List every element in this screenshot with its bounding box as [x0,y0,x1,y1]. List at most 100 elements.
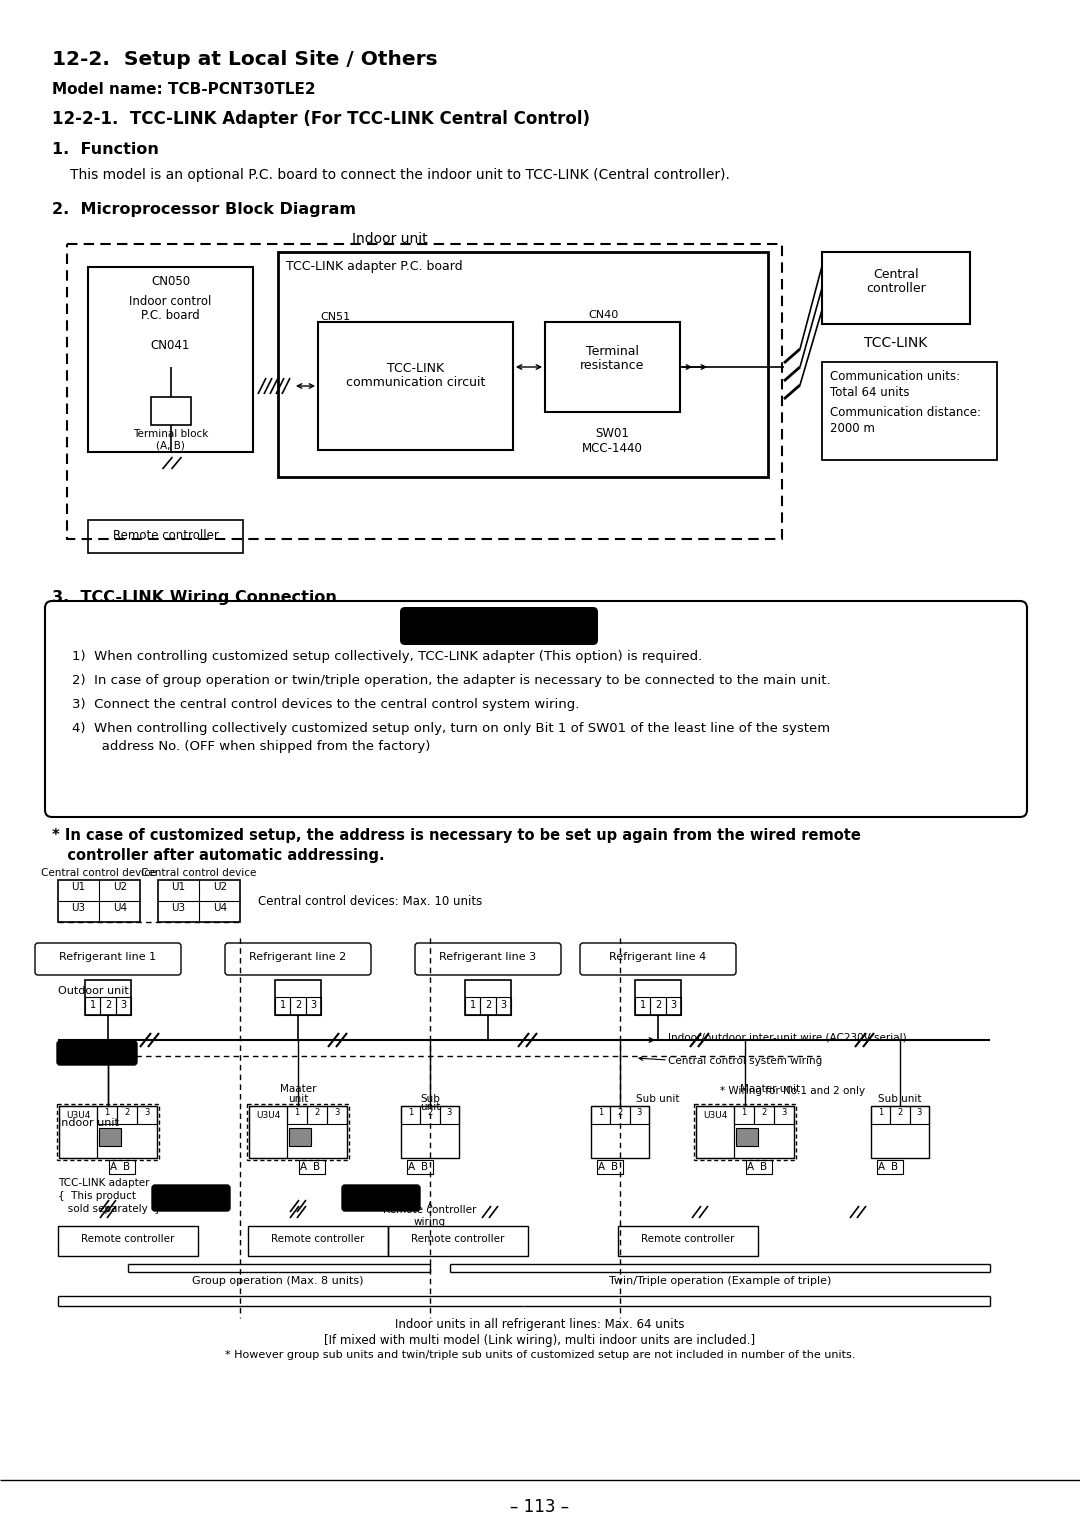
Text: 3: 3 [120,1000,126,1010]
Text: Maater unit: Maater unit [740,1084,800,1093]
Text: 1.  Function: 1. Function [52,142,159,157]
Text: 4)  When controlling collectively customized setup only, turn on only Bit 1 of S: 4) When controlling collectively customi… [72,721,831,735]
Text: Remote controller: Remote controller [642,1234,734,1244]
Text: Indoor units in all refrigerant lines: Max. 64 units: Indoor units in all refrigerant lines: M… [395,1318,685,1331]
Text: P.C. board: P.C. board [141,310,200,322]
Bar [635,997,650,1016]
Bar [440,1106,459,1124]
Text: Indoor unit: Indoor unit [58,1118,119,1128]
Text: 2: 2 [428,1109,433,1116]
FancyBboxPatch shape [225,942,372,974]
Bar [591,1106,610,1124]
Bar [610,1106,630,1124]
Text: 1: 1 [280,1000,286,1010]
Text: Refrigerant line 1: Refrigerant line 1 [59,952,157,962]
Text: U4: U4 [213,903,227,913]
Text: 3.  TCC-LINK Wiring Connection: 3. TCC-LINK Wiring Connection [52,590,337,605]
Text: B: B [313,1162,321,1173]
Text: 2: 2 [295,1000,301,1010]
Text: TCC-LINK adapter: TCC-LINK adapter [58,1177,149,1188]
Text: 2: 2 [654,1000,661,1010]
Text: (A, B): (A, B) [157,441,185,451]
Text: Central control device: Central control device [141,868,257,878]
Text: TCC-LINK: TCC-LINK [864,336,928,351]
Bar [734,1106,754,1124]
Bar [67,244,782,538]
Text: 3: 3 [671,1000,676,1010]
Bar [287,1106,307,1124]
Bar [735,1128,758,1145]
Text: A: A [746,1162,754,1173]
FancyBboxPatch shape [342,1185,420,1211]
Bar [870,1106,929,1157]
Bar [401,1106,459,1157]
Bar [247,1104,349,1161]
Text: A: A [407,1162,415,1173]
Text: Refrigerant line 3: Refrigerant line 3 [440,952,537,962]
Text: 3: 3 [500,1000,507,1010]
Text: 12-2.  Setup at Local Site / Others: 12-2. Setup at Local Site / Others [52,50,437,69]
Bar [696,1106,794,1157]
Bar [746,1161,772,1174]
Bar [117,1106,137,1124]
Bar [890,1106,909,1124]
Text: 2: 2 [897,1109,903,1116]
Text: 1: 1 [408,1109,414,1116]
Bar [249,1106,347,1157]
Text: Central control system wiring: Central control system wiring [669,1055,822,1066]
Bar [870,1106,890,1124]
Text: 2: 2 [618,1109,623,1116]
Text: Caution 2: Caution 2 [353,1191,409,1202]
Text: CAUTION: CAUTION [461,616,538,631]
Text: Maater: Maater [280,1084,316,1093]
Text: Sub: Sub [420,1093,440,1104]
Bar [59,1106,97,1157]
FancyBboxPatch shape [57,1042,137,1064]
Bar [401,1106,420,1124]
Bar [774,1106,794,1124]
Text: Refrigerant line 2: Refrigerant line 2 [249,952,347,962]
Text: 3: 3 [917,1109,922,1116]
Text: 1: 1 [105,1109,110,1116]
Text: U2: U2 [213,881,227,892]
Text: 2: 2 [761,1109,767,1116]
Text: controller: controller [866,282,926,294]
Bar [85,997,100,1016]
Text: controller after automatic addressing.: controller after automatic addressing. [52,848,384,863]
Text: sold separately  }: sold separately } [58,1205,161,1214]
Bar [306,997,321,1016]
Text: Sub unit: Sub unit [636,1093,679,1104]
Text: Caution 1: Caution 1 [163,1191,219,1202]
Text: 12-2-1.  TCC-LINK Adapter (For TCC-LINK Central Control): 12-2-1. TCC-LINK Adapter (For TCC-LINK C… [52,110,590,128]
Text: 1: 1 [598,1109,604,1116]
Text: 1: 1 [295,1109,299,1116]
Bar [407,1161,433,1174]
Text: A: A [597,1162,605,1173]
Text: 1: 1 [639,1000,646,1010]
FancyBboxPatch shape [580,942,735,974]
Bar [694,1104,796,1161]
Text: Central: Central [874,268,919,281]
Bar [327,1106,347,1124]
FancyBboxPatch shape [400,607,598,645]
Bar [97,1106,117,1124]
Text: unit: unit [287,1093,308,1104]
Text: 1)  When controlling customized setup collectively, TCC-LINK adapter (This optio: 1) When controlling customized setup col… [72,650,702,663]
Bar [307,1106,327,1124]
Text: * However group sub units and twin/triple sub units of customized setup are not : * However group sub units and twin/tripl… [225,1350,855,1360]
Bar [465,981,511,1016]
Bar [158,880,240,923]
Bar [85,981,131,1016]
Text: Caution 3: Caution 3 [69,1046,125,1055]
Bar [822,361,997,461]
Text: Communication distance:: Communication distance: [831,406,981,419]
Text: Central control device: Central control device [41,868,157,878]
Text: Remote controller: Remote controller [411,1234,504,1244]
Bar [249,1106,287,1157]
Text: TCC-LINK adapter P.C. board: TCC-LINK adapter P.C. board [286,259,462,273]
Text: Indoor unit: Indoor unit [352,232,428,246]
Bar [545,322,680,412]
Text: Remote controller: Remote controller [81,1234,175,1244]
Bar [909,1106,929,1124]
Text: wiring: wiring [414,1217,446,1228]
